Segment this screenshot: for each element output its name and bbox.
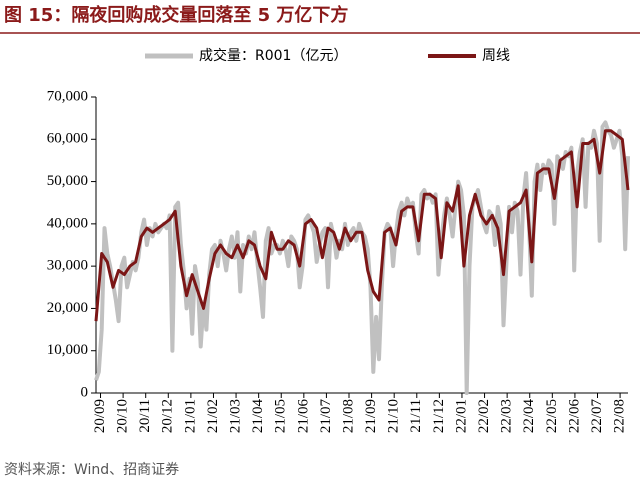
x-tick-label: 21/05 [273, 399, 289, 433]
y-tick-label: 60,000 [47, 131, 88, 147]
x-tick-label: 21/06 [295, 399, 311, 434]
x-tick-label: 20/09 [92, 399, 108, 433]
x-tick-label: 21/08 [340, 399, 356, 433]
x-tick-label: 22/07 [589, 399, 605, 434]
y-tick-label: 20,000 [47, 300, 88, 316]
x-tick-label: 21/11 [408, 399, 424, 433]
x-tick-label: 22/01 [453, 399, 469, 433]
legend-label: 周线 [482, 48, 510, 64]
series-line [94, 129, 630, 322]
y-tick-label: 50,000 [47, 173, 88, 189]
y-tick-label: 30,000 [47, 258, 88, 274]
x-tick-label: 21/03 [227, 399, 243, 433]
chart-title: 图 15：隔夜回购成交量回落至 5 万亿下方 [4, 4, 348, 26]
y-tick-label: 0 [81, 384, 89, 400]
source: 资料来源：Wind、招商证券 [4, 462, 179, 478]
legend-label: 成交量：R001（亿元） [199, 47, 347, 64]
x-tick-label: 21/04 [250, 399, 266, 434]
x-tick-label: 22/05 [544, 399, 560, 433]
x-tick-label: 22/03 [499, 399, 515, 433]
x-tick-label: 22/08 [612, 399, 628, 433]
x-tick-label: 21/07 [318, 399, 334, 434]
x-tick-label: 21/12 [431, 399, 447, 433]
series-line [94, 120, 630, 395]
x-tick-label: 21/01 [182, 399, 198, 433]
x-tick-label: 21/02 [205, 399, 221, 433]
x-tick-label: 22/02 [476, 399, 492, 433]
x-tick-label: 22/04 [521, 399, 537, 434]
y-tick-label: 70,000 [47, 88, 88, 104]
x-tick-label: 20/11 [137, 399, 153, 433]
x-tick-label: 20/10 [115, 399, 131, 433]
y-tick-label: 40,000 [47, 215, 88, 231]
y-tick-label: 10,000 [47, 342, 88, 358]
x-tick-label: 22/06 [566, 399, 582, 434]
x-tick-label: 20/12 [160, 399, 176, 433]
x-tick-label: 21/09 [363, 399, 379, 433]
x-tick-label: 21/10 [386, 399, 402, 433]
